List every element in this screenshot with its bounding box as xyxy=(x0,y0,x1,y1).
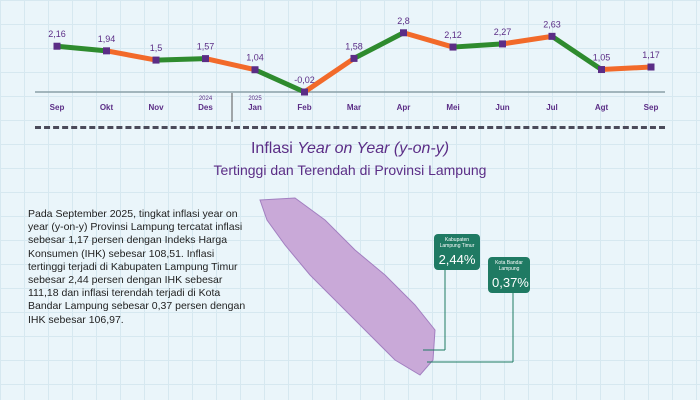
data-label: 2,12 xyxy=(444,30,462,40)
data-point xyxy=(400,29,407,37)
x-tick-label: Jul xyxy=(546,103,558,112)
line-segment xyxy=(153,56,208,63)
data-label: 2,63 xyxy=(543,19,561,29)
data-label: -0,02 xyxy=(294,75,315,85)
data-point xyxy=(499,40,506,48)
lowest-inflation-tag: Kota Bandar Lampung 0,37% xyxy=(488,257,530,293)
x-tick-label: Feb xyxy=(297,103,311,112)
data-label: 1,5 xyxy=(150,43,163,53)
line-segment xyxy=(302,55,357,95)
lampung-sumatra-map xyxy=(259,197,514,376)
data-label: 1,05 xyxy=(593,53,611,63)
data-label: 1,04 xyxy=(246,53,264,63)
data-label: 1,58 xyxy=(345,41,363,51)
line-segment xyxy=(599,64,654,73)
data-point xyxy=(301,88,308,96)
line-segment xyxy=(252,67,307,95)
line-segment xyxy=(54,43,109,54)
divider xyxy=(35,126,665,129)
line-segment xyxy=(500,33,555,47)
data-point xyxy=(251,66,259,74)
data-point xyxy=(53,42,61,50)
x-tick-label: Sep xyxy=(50,103,65,112)
x-tick-label: Des xyxy=(198,103,213,112)
highest-inflation-tag: Kabupaten Lampung Timur 2,44% xyxy=(434,234,480,270)
description-paragraph: Pada September 2025, tingkat inflasi yea… xyxy=(28,208,246,326)
data-point xyxy=(449,43,457,51)
section-title: Inflasi Year on Year (y-on-y) xyxy=(250,140,450,157)
x-tick-label: Sep xyxy=(644,103,659,112)
x-tick-label: Agt xyxy=(595,103,609,112)
data-label: 1,57 xyxy=(197,42,215,52)
data-label: 2,27 xyxy=(494,27,512,37)
x-tick-label: Okt xyxy=(100,103,114,112)
x-tick-label: Nov xyxy=(148,103,164,112)
data-point xyxy=(152,56,160,64)
x-tick-label: Mei xyxy=(446,103,459,112)
data-label: 2,16 xyxy=(48,29,66,39)
data-point xyxy=(350,54,358,62)
data-point xyxy=(202,55,209,63)
x-tick-label: Jun xyxy=(495,103,509,112)
line-segment xyxy=(450,41,505,50)
x-tick-label: Apr xyxy=(397,103,411,112)
x-tick-label: Jan xyxy=(248,103,262,112)
section-subtitle: Tertinggi dan Terendah di Provinsi Lampu… xyxy=(213,162,487,178)
year-label: 2024 xyxy=(199,96,213,102)
year-label: 2025 xyxy=(248,96,262,102)
data-label: 2,8 xyxy=(397,16,410,26)
line-segment xyxy=(351,30,406,61)
data-label: 1,94 xyxy=(98,34,116,44)
data-label: 1,17 xyxy=(642,50,660,60)
x-tick-label: Mar xyxy=(347,103,361,112)
line-segment xyxy=(203,56,258,73)
data-point xyxy=(598,66,605,74)
data-point xyxy=(548,32,556,40)
data-point xyxy=(103,47,110,55)
line-segment xyxy=(104,48,159,63)
line-segment xyxy=(549,33,604,73)
line-segment xyxy=(401,30,456,50)
data-point xyxy=(647,63,655,71)
